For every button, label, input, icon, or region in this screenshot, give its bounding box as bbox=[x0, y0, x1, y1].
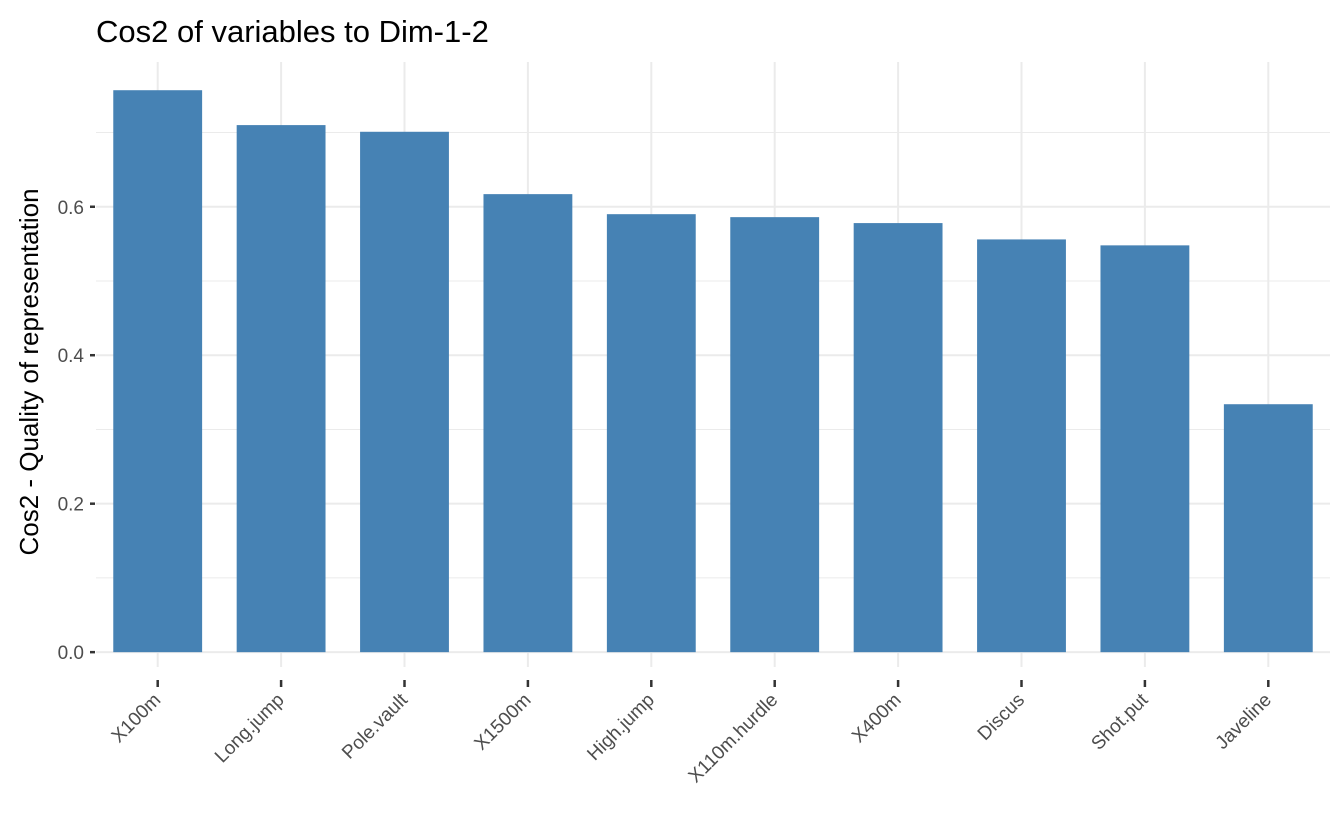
y-axis-title: Cos2 - Quality of representation bbox=[14, 188, 44, 555]
bar-shot-put bbox=[1100, 245, 1190, 653]
y-tick-label: 0.2 bbox=[58, 495, 84, 516]
x-tick-label: X110m.hurdle bbox=[685, 690, 783, 788]
bar-javeline bbox=[1223, 404, 1313, 653]
x-tick-label: Pole.vault bbox=[338, 689, 412, 763]
bar-high-jump bbox=[606, 214, 696, 653]
y-tick-label: 0.0 bbox=[58, 643, 84, 664]
bar-discus bbox=[977, 239, 1066, 653]
bar-x400m bbox=[853, 223, 943, 653]
x-tick-label: X1500m bbox=[471, 690, 536, 755]
chart-title: Cos2 of variables to Dim-1-2 bbox=[96, 14, 489, 49]
bar-x110m-hurdle bbox=[730, 217, 820, 653]
bar-pole-vault bbox=[360, 131, 449, 653]
y-tick-label: 0.4 bbox=[58, 346, 85, 367]
x-tick-label: X100m bbox=[108, 690, 165, 747]
bars bbox=[113, 90, 1313, 653]
x-tick-label: Discus bbox=[974, 690, 1029, 745]
x-tick-label: Shot.put bbox=[1088, 689, 1153, 754]
x-tick-label: Long.jump bbox=[211, 690, 289, 768]
bar-x100m bbox=[113, 90, 203, 653]
bar-x1500m bbox=[483, 194, 573, 653]
y-tick-label: 0.6 bbox=[58, 198, 84, 219]
x-tick-label: Javeline bbox=[1212, 690, 1276, 754]
x-tick-label: X400m bbox=[848, 690, 905, 747]
x-tick-label: High.jump bbox=[583, 690, 658, 765]
bar-long-jump bbox=[236, 125, 326, 653]
